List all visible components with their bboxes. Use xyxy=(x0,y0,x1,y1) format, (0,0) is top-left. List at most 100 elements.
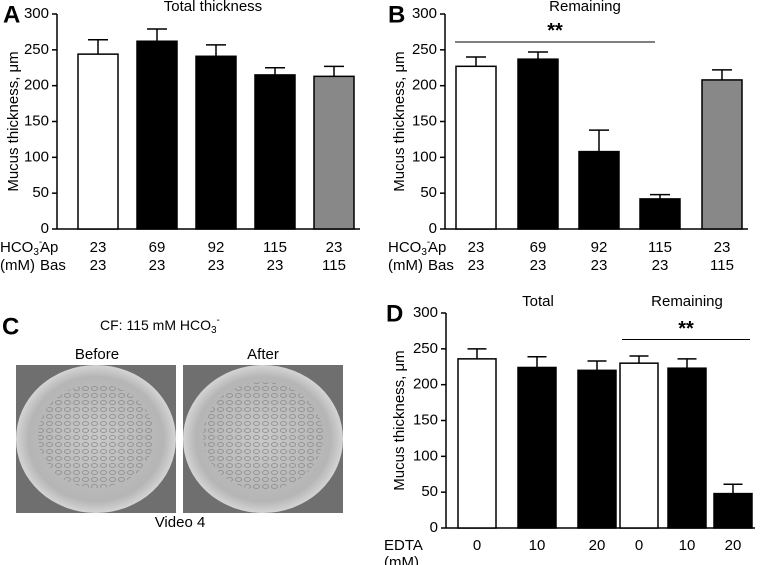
bar xyxy=(667,367,707,529)
x-tick-label: 23 xyxy=(652,257,669,274)
bar xyxy=(619,362,659,529)
x-tick-label: 115 xyxy=(322,257,346,274)
y-tick-label: 250 xyxy=(413,340,438,357)
y-tick-label: 250 xyxy=(24,41,49,58)
x-tick-label: 115 xyxy=(263,239,287,256)
x-tick-label: 92 xyxy=(208,239,225,256)
row-name: Ap xyxy=(428,239,446,256)
y-tick-label: 0 xyxy=(41,220,49,237)
x-label-text: HCO xyxy=(388,239,421,256)
x-label-superscript: - xyxy=(427,237,430,248)
y-tick-label: 0 xyxy=(430,519,438,536)
y-tick-label: 300 xyxy=(413,304,438,321)
y-axis-label: Mucus thickness, μm xyxy=(391,350,408,490)
y-tick-label: 300 xyxy=(24,5,49,22)
row-name: Bas xyxy=(428,257,454,274)
y-tick-label: 150 xyxy=(412,112,437,129)
bar xyxy=(77,53,119,230)
x-tick-label: 69 xyxy=(149,239,166,256)
x-label-unit: (mM) xyxy=(384,554,419,565)
bar xyxy=(639,198,681,230)
row-name: Ap xyxy=(40,239,58,256)
x-label-subscript: 3 xyxy=(33,247,39,258)
x-tick-label: 23 xyxy=(149,257,166,274)
x-tick-label: 0 xyxy=(473,537,481,554)
panel-letter: C xyxy=(2,313,19,340)
x-tick-label: 23 xyxy=(90,239,107,256)
y-tick-label: 50 xyxy=(421,483,438,500)
bar xyxy=(457,358,497,529)
x-tick-label: 23 xyxy=(468,239,485,256)
x-tick-label: 20 xyxy=(725,537,742,554)
x-tick-label: 10 xyxy=(679,537,696,554)
significance-label: ** xyxy=(678,318,694,340)
x-label-unit: (mM) xyxy=(388,257,423,274)
chart-title: Remaining xyxy=(549,0,621,15)
panel-letter: A xyxy=(3,1,20,28)
bar xyxy=(517,58,559,230)
chart: B Remaining Mucus thickness, μm 0 50 100 150 20… xyxy=(388,0,748,274)
row-name: Bas xyxy=(40,257,66,274)
bar xyxy=(455,65,497,230)
x-tick-label: 23 xyxy=(591,257,608,274)
bar xyxy=(313,75,355,230)
x-tick-label: 20 xyxy=(589,537,606,554)
x-tick-label: 23 xyxy=(714,239,731,256)
bar xyxy=(578,150,620,230)
caption: Video 4 xyxy=(155,514,206,531)
panel-letter: B xyxy=(388,1,405,28)
x-label-superscript: - xyxy=(39,237,42,248)
bar xyxy=(254,74,296,230)
group-label: Remaining xyxy=(651,293,723,310)
y-tick-label: 150 xyxy=(24,112,49,129)
x-tick-label: 23 xyxy=(90,257,107,274)
bar xyxy=(517,366,557,529)
cells xyxy=(203,382,323,490)
y-axis-label: Mucus thickness, μm xyxy=(5,51,22,191)
title-text: CF: 115 mM HCO xyxy=(100,317,211,333)
x-label-text: HCO xyxy=(0,239,33,256)
y-tick-label: 0 xyxy=(429,220,437,237)
x-label: EDTA xyxy=(384,537,423,554)
image-label: After xyxy=(247,346,279,363)
panel-letter: D xyxy=(386,300,403,327)
title-superscript: - xyxy=(217,315,220,326)
x-tick-label: 0 xyxy=(635,537,643,554)
y-axis-label: Mucus thickness, μm xyxy=(391,51,408,191)
y-tick-label: 150 xyxy=(413,411,438,428)
panel-title: CF: 115 mM HCO3- xyxy=(100,315,220,336)
y-tick-label: 100 xyxy=(413,447,438,464)
chart: A Total thickness Mucus thickness, μm 0 50 10… xyxy=(0,0,360,274)
x-tick-label: 92 xyxy=(591,239,608,256)
group-label: Total xyxy=(522,293,554,310)
y-tick-label: 200 xyxy=(412,77,437,94)
x-tick-label: 23 xyxy=(267,257,284,274)
x-tick-label: 23 xyxy=(530,257,547,274)
image-label: Before xyxy=(75,346,119,363)
y-tick-label: 100 xyxy=(24,148,49,165)
x-label-subscript: 3 xyxy=(421,247,427,258)
x-tick-label: 69 xyxy=(530,239,547,256)
bar xyxy=(701,79,743,230)
chart-title: Total thickness xyxy=(164,0,262,15)
y-tick-label: 50 xyxy=(32,184,49,201)
bar xyxy=(713,492,753,529)
significance-label: ** xyxy=(547,20,563,42)
x-label: HCO3- xyxy=(0,237,42,258)
y-tick-label: 200 xyxy=(413,376,438,393)
x-tick-label: 10 xyxy=(529,537,546,554)
x-tick-label: 115 xyxy=(648,239,672,256)
y-tick-label: 300 xyxy=(412,5,437,22)
y-tick-label: 200 xyxy=(24,77,49,94)
bar xyxy=(136,40,178,230)
bar xyxy=(195,55,237,230)
title-subscript: 3 xyxy=(211,325,217,336)
y-tick-label: 100 xyxy=(412,148,437,165)
x-tick-label: 23 xyxy=(326,239,343,256)
x-tick-label: 115 xyxy=(710,257,734,274)
x-label: HCO3- xyxy=(388,237,430,258)
x-tick-label: 23 xyxy=(208,257,225,274)
x-tick-label: 23 xyxy=(468,257,485,274)
